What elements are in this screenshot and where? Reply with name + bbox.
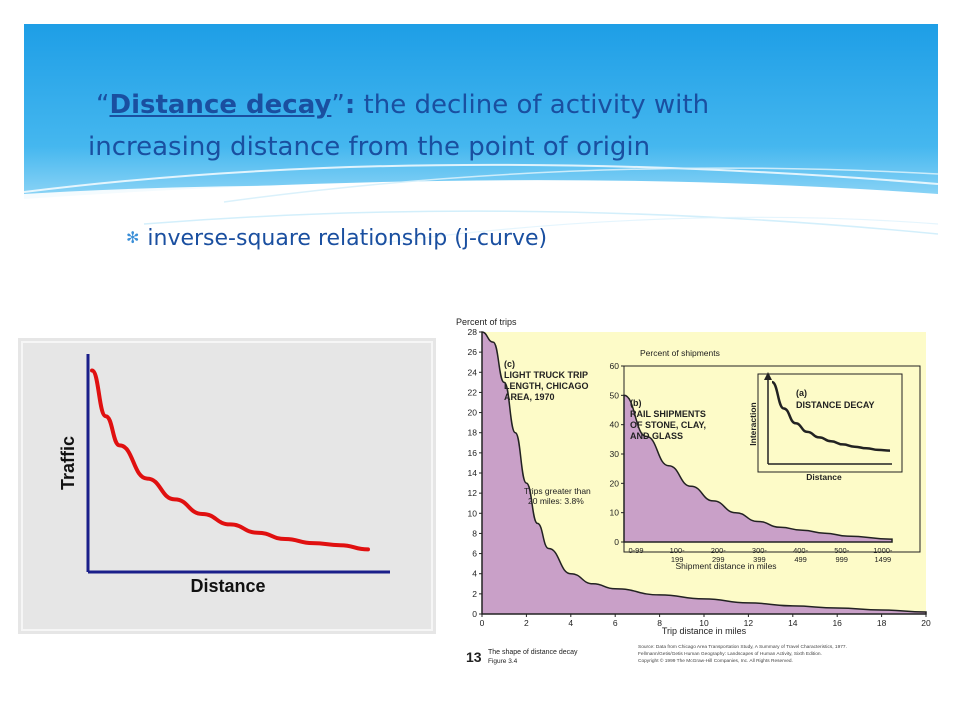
figure-caption-title: The shape of distance decay [488,649,578,656]
figure-source-1: Source: Data from Chicago Area Transport… [638,644,847,650]
b-x-category-end: 399 [753,555,766,564]
title-colon: : [344,90,356,120]
left-decay-chart: Traffic Distance [18,338,436,634]
c-y-tick-label: 2 [472,589,477,599]
left-x-label: Distance [190,576,265,596]
c-y-tick-label: 0 [472,609,477,619]
b-y-label: Percent of shipments [640,348,720,358]
c-title-4: AREA, 1970 [504,392,555,402]
c-y-tick-label: 26 [468,347,478,357]
c-x-tick-label: 6 [613,618,618,628]
c-x-tick-label: 0 [480,618,485,628]
b-x-category: 400- [793,546,809,555]
b-x-category: 0-99 [628,546,643,555]
c-x-tick-label: 8 [657,618,662,628]
c-y-tick-label: 12 [468,488,478,498]
c-x-tick-label: 20 [921,618,931,628]
a-decay-curve [771,380,891,452]
right-decay-figure: Percent of trips 02468101214161820222426… [452,312,932,674]
c-y-tick-label: 10 [468,508,478,518]
c-annotation-1: Trips greater than [524,486,591,496]
b-x-category: 100- [670,546,686,555]
c-title-2: LIGHT TRUCK TRIP [504,370,588,380]
c-title-3: LENGTH, CHICAGO [504,381,589,391]
b-x-categories: 0-99 100-199 200-299 300-399 400-499 500-999 1… [628,546,892,564]
c-x-tick-label: 16 [832,618,842,628]
c-y-tick-label: 20 [468,408,478,418]
a-title-2: DISTANCE DECAY [796,400,875,410]
c-title-1: (c) [504,359,515,369]
banner-background [24,24,938,264]
c-y-tick-label: 28 [468,327,478,337]
left-y-label: Traffic [58,436,78,490]
c-decay-area [481,331,927,615]
close-quote: ” [331,90,345,120]
b-x-category-end: 299 [712,555,725,564]
b-x-category-end: 499 [794,555,807,564]
b-y-tick-label: 50 [610,390,620,400]
b-x-category: 500- [834,546,850,555]
b-x-category-end: 1499 [875,555,892,564]
open-quote: “ [96,90,110,120]
title-definition: the decline of activity with increasing … [88,90,710,162]
c-x-tick-label: 2 [524,618,529,628]
b-decay-area [623,394,893,543]
title-banner [24,24,938,264]
c-y-tick-label: 4 [472,569,477,579]
c-y-tick-label: 6 [472,549,477,559]
c-x-label: Trip distance in miles [662,626,747,636]
slide-title: “Distance decay”: the decline of activit… [88,84,808,168]
a-inset-frame [757,373,903,473]
c-x-tick-label: 12 [744,618,754,628]
c-y-tick-label: 22 [468,387,478,397]
c-x-tick-label: 18 [877,618,887,628]
b-x-category: 200- [711,546,727,555]
b-y-tick-label: 20 [610,478,620,488]
a-y-label: Interaction [748,402,758,445]
b-x-category-end: 999 [835,555,848,564]
b-y-tick-label: 40 [610,420,620,430]
b-y-tick-label: 10 [610,508,620,518]
c-annotation-2: 20 miles: 3.8% [528,496,584,506]
a-x-label: Distance [806,472,842,482]
b-y-tick-label: 30 [610,449,620,459]
figure-number: 13 [466,649,482,665]
c-x-tick-label: 14 [788,618,798,628]
b-title-1: (b) [630,398,642,408]
figure-source-3: Copyright © 1999 The McGraw-Hill Compani… [638,657,793,664]
b-x-category: 300- [752,546,768,555]
bullet-text: inverse-square relationship (j-curve) [147,226,548,251]
c-y-tick-label: 14 [468,468,478,478]
bullet-item: ✻ inverse-square relationship (j-curve) [126,226,547,251]
c-y-label: Percent of trips [456,317,517,327]
c-y-tick-label: 18 [468,428,478,438]
c-y-tick-label: 8 [472,528,477,538]
c-y-tick-label: 24 [468,367,478,377]
b-title-2: RAIL SHIPMENTS [630,409,706,419]
b-x-label: Shipment distance in miles [675,561,776,571]
c-x-tick-label: 4 [568,618,573,628]
left-chart-border [21,341,433,631]
figure-caption-sub: Figure 3.4 [488,658,518,665]
b-y-tick-label: 60 [610,361,620,371]
b-title-3: OF STONE, CLAY, [630,420,706,430]
bullet-star-icon: ✻ [126,228,140,247]
title-term: Distance decay [109,90,332,120]
b-title-4: AND GLASS [630,431,683,441]
c-x-tick-label: 10 [699,618,709,628]
c-y-tick-label: 16 [468,448,478,458]
a-title-1: (a) [796,388,807,398]
b-y-tick-label: 0 [614,537,619,547]
b-x-category-end: 199 [671,555,684,564]
traffic-decay-curve [90,368,370,552]
b-x-category: 1000- [873,546,893,555]
figure-source-2: Fellmann/Getis/Getis Human Geography: La… [638,651,822,657]
